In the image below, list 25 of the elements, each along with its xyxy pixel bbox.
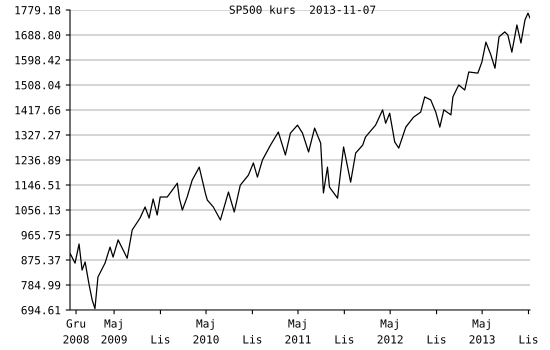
x-tick-label: Gru 2008 (63, 319, 89, 344)
y-tick-label: 1236.89 (15, 156, 60, 164)
x-tick-label: Maj 2010 (193, 319, 219, 344)
y-tick-label: 1417.66 (15, 106, 60, 114)
y-tick-label: 1056.13 (15, 206, 60, 214)
y-tick-label: 1327.27 (15, 131, 60, 140)
y-tick-label: 1779.18 (15, 6, 60, 14)
y-tick-label: 1688.80 (15, 31, 60, 40)
x-tick-label: Lis (244, 335, 262, 344)
y-tick-label: 1598.42 (15, 56, 60, 64)
x-tick-label: Lis (520, 335, 538, 344)
x-tick-label: Maj 2012 (378, 319, 403, 344)
y-tick-label: 694.61 (22, 306, 60, 314)
y-tick-label: 1146.51 (15, 181, 60, 190)
y-tick-label: 784.99 (22, 281, 60, 290)
y-tick-label: 965.75 (22, 231, 60, 240)
x-tick-label: Lis (335, 335, 354, 344)
x-tick-label: Maj 2011 (285, 319, 311, 344)
y-tick-label: 875.37 (22, 256, 60, 264)
x-tick-label: Maj 2009 (102, 319, 127, 344)
y-tick-label: 1508.04 (15, 81, 60, 90)
x-tick-label: Lis (152, 335, 170, 344)
x-tick-label: Lis (428, 335, 446, 344)
chart-title: SP500 kurs 2013-11-07 (230, 5, 376, 14)
x-tick-label: Maj 2013 (470, 319, 495, 344)
